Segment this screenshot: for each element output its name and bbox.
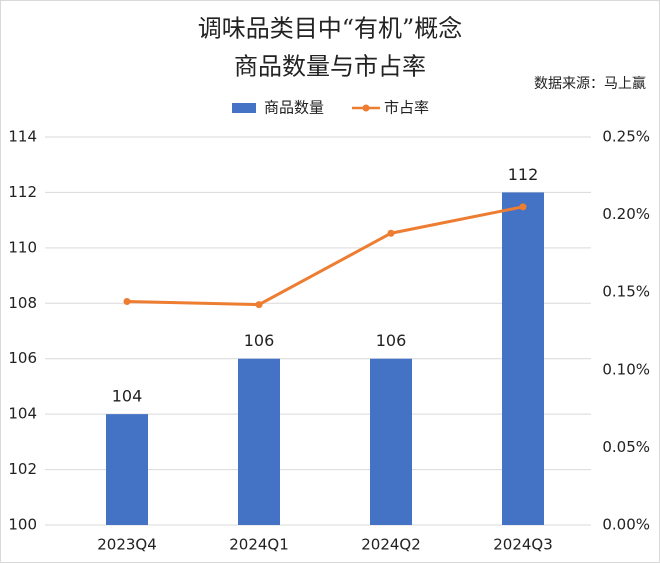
line-point [387,229,395,237]
x-tick-label: 2024Q3 [493,536,553,554]
y2-tick-label: 0.00% [602,516,650,534]
legend-swatch [362,104,370,112]
legend-swatch [232,103,256,113]
y2-tick-label: 0.10% [602,360,650,378]
legend-label: 市占率 [384,99,429,117]
line-point [255,301,263,309]
y2-tick-label: 0.25% [602,128,650,146]
line-point [123,298,131,306]
source: 数据来源：马上赢 [534,75,646,92]
x-tick-label: 2024Q1 [229,536,289,554]
bar [502,192,544,525]
legend-label: 商品数量 [264,99,324,117]
chart-title: 调味品类目中“有机”概念 [198,15,463,43]
y-tick-label: 114 [8,128,37,146]
y2-tick-label: 0.15% [602,283,650,301]
chart-title: 商品数量与市占率 [234,53,426,81]
y-tick-label: 100 [8,516,37,534]
bar [238,358,280,525]
bar [106,414,148,525]
value-label: 104 [112,387,143,406]
y2-tick-label: 0.20% [602,205,650,223]
y-tick-label: 102 [8,460,37,478]
value-label: 112 [508,165,539,184]
value-label: 106 [244,331,275,350]
y-tick-label: 108 [8,294,37,312]
y-tick-label: 110 [8,238,37,256]
y-tick-label: 112 [8,183,37,201]
value-label: 106 [376,331,407,350]
line [126,205,524,307]
y2-tick-label: 0.05% [602,438,650,456]
x-tick-label: 2024Q2 [361,536,421,554]
y-tick-label: 104 [8,405,37,423]
y-tick-label: 106 [8,349,37,367]
line-point [519,203,527,211]
bar [370,358,412,525]
x-tick-label: 2023Q4 [97,536,157,554]
